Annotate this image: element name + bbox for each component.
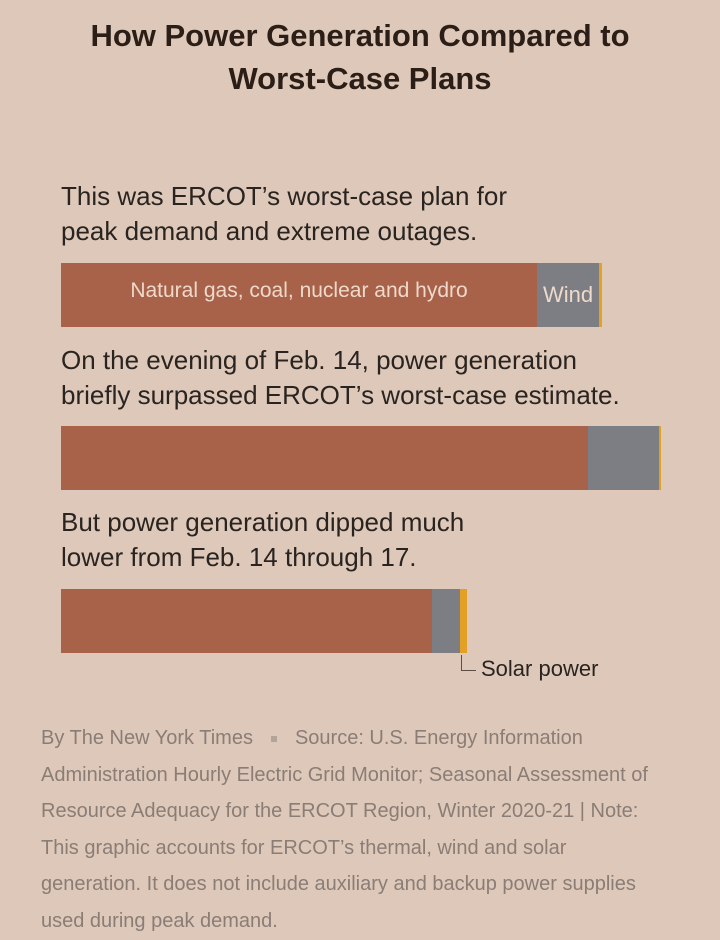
- chart-title: How Power Generation Compared to Worst-C…: [40, 14, 680, 100]
- thermal-segment: [61, 589, 432, 653]
- caption-line: On the evening of Feb. 14, power generat…: [61, 345, 578, 375]
- solar-segment: [599, 263, 602, 327]
- footer-source: By The New York Times Source: U.S. Energy…: [41, 720, 691, 940]
- thermal-segment: [61, 263, 537, 327]
- source-line: Resource Adequacy for the ERCOT Region, …: [41, 800, 639, 823]
- bar-worst-case: Natural gas, coal, nuclear and hydro Wind: [61, 263, 602, 327]
- wind-segment: [432, 589, 460, 653]
- wind-label: Wind: [542, 282, 594, 307]
- solar-segment: [659, 426, 661, 490]
- caption-line: peak demand and extreme outages.: [61, 216, 478, 246]
- solar-label: Solar power: [481, 656, 599, 681]
- chart-title-line-1: How Power Generation Compared to: [90, 18, 630, 53]
- source-line: used during peak demand.: [41, 909, 278, 932]
- caption-line: This was ERCOT’s worst-case plan for: [61, 181, 507, 211]
- caption-line: But power generation dipped much: [61, 507, 465, 537]
- caption-feb-14-17: But power generation dipped much lower f…: [61, 505, 464, 575]
- caption-worst-case: This was ERCOT’s worst-case plan for pea…: [61, 179, 507, 249]
- source-line: Administration Hourly Electric Grid Moni…: [41, 763, 648, 786]
- source-line: generation. It does not include auxiliar…: [41, 873, 636, 896]
- wind-segment: [537, 263, 599, 327]
- thermal-label: Natural gas, coal, nuclear and hydro: [130, 279, 468, 302]
- caption-feb-14-evening: On the evening of Feb. 14, power generat…: [61, 343, 620, 413]
- byline: By The New York Times: [41, 727, 253, 749]
- source-line: This graphic accounts for ERCOT’s therma…: [41, 836, 567, 859]
- thermal-segment: [61, 426, 588, 490]
- solar-segment: [460, 589, 467, 653]
- source-line: Source: U.S. Energy Information: [294, 727, 583, 749]
- wind-segment: [588, 426, 659, 490]
- bar-feb-14-17: [61, 589, 467, 653]
- bar-feb-14-evening: [61, 426, 661, 490]
- caption-line: lower from Feb. 14 through 17.: [61, 542, 417, 572]
- caption-line: briefly surpassed ERCOT’s worst-case est…: [61, 380, 620, 410]
- separator-square-icon: [270, 735, 277, 742]
- chart-title-line-2: Worst-Case Plans: [228, 61, 492, 96]
- solar-leader-line: [461, 655, 476, 671]
